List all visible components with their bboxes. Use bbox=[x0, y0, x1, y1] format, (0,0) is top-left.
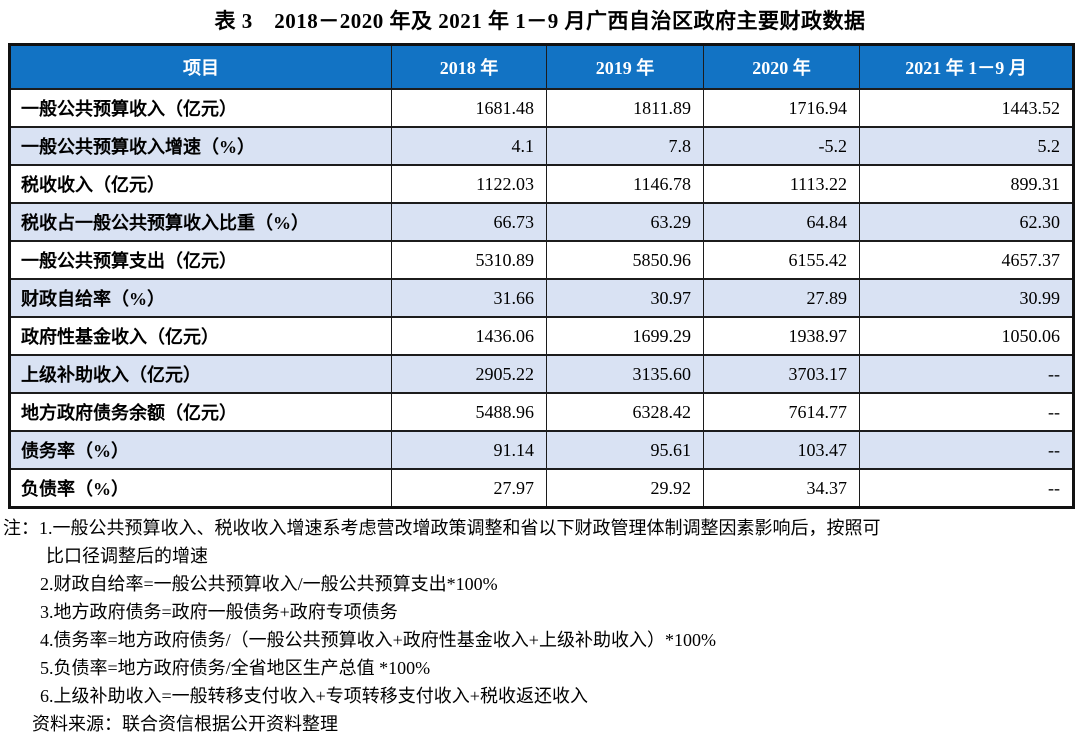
table-row: 上级补助收入（亿元） 2905.22 3135.60 3703.17 -- bbox=[9, 354, 1074, 394]
table-row: 财政自给率（%） 31.66 30.97 27.89 30.99 bbox=[9, 278, 1074, 318]
cell-value: 5488.96 bbox=[391, 392, 547, 432]
row-label: 负债率（%） bbox=[9, 468, 392, 509]
cell-value: 1436.06 bbox=[391, 316, 547, 356]
cell-value: 66.73 bbox=[391, 202, 547, 242]
cell-value: 5310.89 bbox=[391, 240, 547, 280]
table-row: 税收占一般公共预算收入比重（%） 66.73 63.29 64.84 62.30 bbox=[9, 202, 1074, 242]
header-row: 项目 2018 年 2019 年 2020 年 2021 年 1－9 月 bbox=[9, 44, 1074, 90]
cell-value: 30.99 bbox=[859, 278, 1074, 318]
cell-value: -- bbox=[859, 392, 1074, 432]
cell-value: 1050.06 bbox=[859, 316, 1074, 356]
cell-value: 95.61 bbox=[546, 430, 704, 470]
cell-value: -- bbox=[859, 354, 1074, 394]
cell-value: 1146.78 bbox=[546, 164, 704, 204]
cell-value: 30.97 bbox=[546, 278, 704, 318]
table-row: 一般公共预算收入增速（%） 4.1 7.8 -5.2 5.2 bbox=[9, 126, 1074, 166]
cell-value: 27.89 bbox=[703, 278, 860, 318]
cell-value: 1113.22 bbox=[703, 164, 860, 204]
row-label: 一般公共预算收入（亿元） bbox=[9, 88, 392, 128]
cell-value: 7.8 bbox=[546, 126, 704, 166]
cell-value: 34.37 bbox=[703, 468, 860, 509]
row-label: 政府性基金收入（亿元） bbox=[9, 316, 392, 356]
note-line: 2.财政自给率=一般公共预算收入/一般公共预算支出*100% bbox=[40, 574, 498, 594]
table-title: 表 3 2018－2020 年及 2021 年 1－9 月广西自治区政府主要财政… bbox=[214, 9, 866, 33]
cell-value: -- bbox=[859, 430, 1074, 470]
cell-value: 2905.22 bbox=[391, 354, 547, 394]
cell-value: 899.31 bbox=[859, 164, 1074, 204]
notes-section: 注：1.一般公共预算收入、税收收入增速系考虑营改增政策调整和省以下财政管理体制调… bbox=[0, 509, 1080, 738]
cell-value: 5850.96 bbox=[546, 240, 704, 280]
note-line: 4.债务率=地方政府债务/（一般公共预算收入+政府性基金收入+上级补助收入）*1… bbox=[40, 630, 716, 650]
cell-value: 6155.42 bbox=[703, 240, 860, 280]
table-row: 地方政府债务余额（亿元） 5488.96 6328.42 7614.77 -- bbox=[9, 392, 1074, 432]
cell-value: 1122.03 bbox=[391, 164, 547, 204]
note-text: 1.一般公共预算收入、税收收入增速系考虑营改增政策调整和省以下财政管理体制调整因… bbox=[39, 518, 881, 538]
note-line: 比口径调整后的增速 bbox=[46, 546, 208, 566]
cell-value: 63.29 bbox=[546, 202, 704, 242]
row-label: 税收占一般公共预算收入比重（%） bbox=[9, 202, 392, 242]
cell-value: 103.47 bbox=[703, 430, 860, 470]
row-label: 一般公共预算收入增速（%） bbox=[9, 126, 392, 166]
col-header-item: 项目 bbox=[9, 44, 392, 90]
row-label: 财政自给率（%） bbox=[9, 278, 392, 318]
cell-value: 6328.42 bbox=[546, 392, 704, 432]
col-header-2021-1-9: 2021 年 1－9 月 bbox=[859, 44, 1074, 90]
cell-value: 91.14 bbox=[391, 430, 547, 470]
table-row: 债务率（%） 91.14 95.61 103.47 -- bbox=[9, 430, 1074, 470]
row-label: 债务率（%） bbox=[9, 430, 392, 470]
row-label: 上级补助收入（亿元） bbox=[9, 354, 392, 394]
cell-value: 62.30 bbox=[859, 202, 1074, 242]
cell-value: 4657.37 bbox=[859, 240, 1074, 280]
cell-value: 1681.48 bbox=[391, 88, 547, 128]
note-line: 3.地方政府债务=政府一般债务+政府专项债务 bbox=[40, 602, 398, 622]
col-header-2018: 2018 年 bbox=[391, 44, 547, 90]
note-line: 5.负债率=地方政府债务/全省地区生产总值 *100% bbox=[40, 658, 431, 678]
cell-value: 29.92 bbox=[546, 468, 704, 509]
cell-value: 1811.89 bbox=[546, 88, 704, 128]
cell-value: 1716.94 bbox=[703, 88, 860, 128]
fiscal-data-table: 项目 2018 年 2019 年 2020 年 2021 年 1－9 月 一般公… bbox=[8, 43, 1075, 509]
note-line: 注：1.一般公共预算收入、税收收入增速系考虑营改增政策调整和省以下财政管理体制调… bbox=[3, 514, 1074, 542]
cell-value: 1443.52 bbox=[859, 88, 1074, 128]
row-label: 地方政府债务余额（亿元） bbox=[9, 392, 392, 432]
cell-value: -- bbox=[859, 468, 1074, 509]
table-row: 一般公共预算支出（亿元） 5310.89 5850.96 6155.42 465… bbox=[9, 240, 1074, 280]
cell-value: 3703.17 bbox=[703, 354, 860, 394]
table-row: 一般公共预算收入（亿元） 1681.48 1811.89 1716.94 144… bbox=[9, 88, 1074, 128]
col-header-2020: 2020 年 bbox=[703, 44, 860, 90]
cell-value: 7614.77 bbox=[703, 392, 860, 432]
table-row: 税收收入（亿元） 1122.03 1146.78 1113.22 899.31 bbox=[9, 164, 1074, 204]
cell-value: 27.97 bbox=[391, 468, 547, 509]
cell-value: 1699.29 bbox=[546, 316, 704, 356]
cell-value: 4.1 bbox=[391, 126, 547, 166]
cell-value: 3135.60 bbox=[546, 354, 704, 394]
row-label: 税收收入（亿元） bbox=[9, 164, 392, 204]
cell-value: 5.2 bbox=[859, 126, 1074, 166]
cell-value: -5.2 bbox=[703, 126, 860, 166]
table-row: 政府性基金收入（亿元） 1436.06 1699.29 1938.97 1050… bbox=[9, 316, 1074, 356]
note-line: 6.上级补助收入=一般转移支付收入+专项转移支付收入+税收返还收入 bbox=[40, 686, 588, 706]
data-source: 资料来源：联合资信根据公开资料整理 bbox=[32, 714, 338, 734]
notes-prefix: 注： bbox=[3, 518, 39, 538]
row-label: 一般公共预算支出（亿元） bbox=[9, 240, 392, 280]
table-row: 负债率（%） 27.97 29.92 34.37 -- bbox=[9, 468, 1074, 509]
cell-value: 1938.97 bbox=[703, 316, 860, 356]
col-header-2019: 2019 年 bbox=[546, 44, 704, 90]
cell-value: 64.84 bbox=[703, 202, 860, 242]
cell-value: 31.66 bbox=[391, 278, 547, 318]
